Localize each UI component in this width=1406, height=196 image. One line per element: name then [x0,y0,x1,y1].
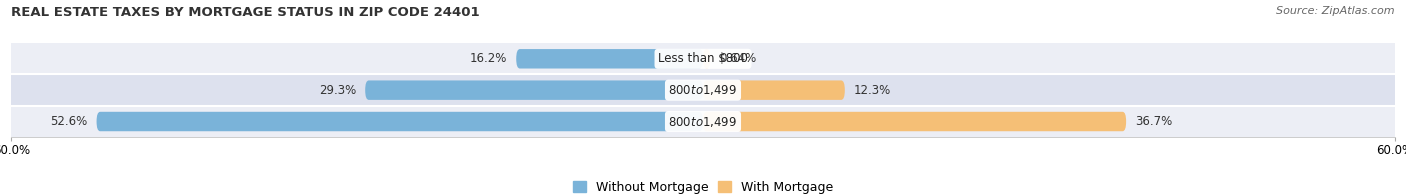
Text: 36.7%: 36.7% [1136,115,1173,128]
Text: 12.3%: 12.3% [853,84,891,97]
Text: 0.64%: 0.64% [720,52,756,65]
Text: $800 to $1,499: $800 to $1,499 [668,114,738,129]
Text: Source: ZipAtlas.com: Source: ZipAtlas.com [1277,6,1395,16]
Text: 29.3%: 29.3% [319,84,356,97]
Text: 52.6%: 52.6% [51,115,87,128]
FancyBboxPatch shape [97,112,703,131]
FancyBboxPatch shape [703,49,710,69]
Legend: Without Mortgage, With Mortgage: Without Mortgage, With Mortgage [568,176,838,196]
FancyBboxPatch shape [516,49,703,69]
Bar [11,106,1395,137]
FancyBboxPatch shape [703,112,1126,131]
Bar [11,74,1395,106]
Text: 16.2%: 16.2% [470,52,508,65]
FancyBboxPatch shape [703,80,845,100]
Text: Less than $800: Less than $800 [658,52,748,65]
FancyBboxPatch shape [366,80,703,100]
Bar [11,43,1395,74]
Text: REAL ESTATE TAXES BY MORTGAGE STATUS IN ZIP CODE 24401: REAL ESTATE TAXES BY MORTGAGE STATUS IN … [11,6,479,19]
Text: $800 to $1,499: $800 to $1,499 [668,83,738,97]
